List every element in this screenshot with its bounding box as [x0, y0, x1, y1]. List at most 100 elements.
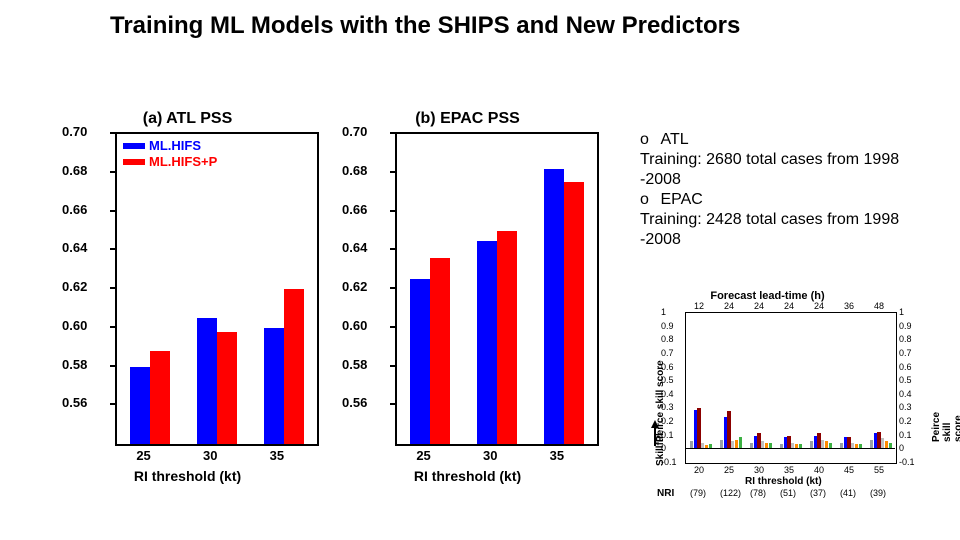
mini-ytick: 1	[661, 307, 666, 317]
ytick: 0.66	[62, 202, 87, 217]
ytick: 0.58	[62, 357, 87, 372]
mini-skillful-label: Skillful	[655, 434, 666, 467]
mini-xtick: 20	[694, 465, 704, 475]
bullet-icon: o	[640, 190, 656, 210]
panel-a-plot	[115, 132, 319, 446]
panel-a-title: (a) ATL PSS	[60, 110, 315, 128]
mini-nri-value: (41)	[840, 488, 856, 498]
mini-ytick: 0.1	[899, 430, 912, 440]
panel-a-xlabel: RI threshold (kt)	[60, 468, 315, 484]
ytick: 0.70	[62, 124, 87, 139]
bar	[284, 289, 304, 444]
ytick: 0.62	[62, 279, 87, 294]
xtick: 30	[203, 448, 217, 463]
legend-swatch	[123, 143, 145, 149]
notes-block: o ATL Training: 2680 total cases from 19…	[640, 130, 940, 250]
mini-top-tick: 24	[724, 301, 734, 311]
panel-b-plot	[395, 132, 599, 446]
bar	[410, 279, 430, 444]
mini-top-tick: 24	[814, 301, 824, 311]
mini-ytick: 0.9	[899, 321, 912, 331]
ytick: 0.64	[342, 240, 367, 255]
panel-b: (b) EPAC PSS RI threshold (kt) 0.560.580…	[340, 110, 615, 128]
notes-epac-head: EPAC	[660, 191, 702, 208]
mini-ytick: 0.4	[899, 389, 912, 399]
panel-b-xlabel: RI threshold (kt)	[340, 468, 595, 484]
mini-ytick: 0.9	[661, 321, 674, 331]
ytick: 0.56	[62, 395, 87, 410]
mini-plot	[685, 312, 897, 464]
main-area: (a) ATL PSS ML.HIFSML.HIFS+P RI threshol…	[0, 40, 960, 540]
mini-nri-value: (37)	[810, 488, 826, 498]
mini-ytick: 0.2	[899, 416, 912, 426]
mini-xtick: 30	[754, 465, 764, 475]
bar	[197, 318, 217, 444]
mini-ylabel-right: Peirce skill score	[931, 412, 960, 442]
ytick: 0.68	[342, 163, 367, 178]
mini-xlabel: RI threshold (kt)	[745, 476, 822, 487]
mini-top-title: Forecast lead-time (h)	[640, 290, 895, 302]
ytick: 0.70	[342, 124, 367, 139]
mini-ytick: 0.8	[899, 334, 912, 344]
mini-top-tick: 24	[754, 301, 764, 311]
mini-ytick: -0.1	[899, 457, 915, 467]
xtick: 25	[416, 448, 430, 463]
mini-nri-value: (39)	[870, 488, 886, 498]
xtick: 25	[136, 448, 150, 463]
bar	[150, 351, 170, 444]
bar	[497, 231, 517, 444]
mini-ytick: 1	[899, 307, 904, 317]
ytick: 0.68	[62, 163, 87, 178]
notes-epac-body: Training: 2428 total cases from 1998 -20…	[640, 210, 940, 250]
mini-ytick: 0.7	[899, 348, 912, 358]
mini-xtick: 35	[784, 465, 794, 475]
mini-top-tick: 24	[784, 301, 794, 311]
mini-xtick: 55	[874, 465, 884, 475]
xtick: 30	[483, 448, 497, 463]
mini-nri-value: (122)	[720, 488, 741, 498]
xtick: 35	[270, 448, 284, 463]
mini-xtick: 25	[724, 465, 734, 475]
bar	[477, 241, 497, 444]
bar	[544, 169, 564, 444]
mini-ytick: 0.7	[661, 348, 674, 358]
notes-atl-body: Training: 2680 total cases from 1998 -20…	[640, 150, 940, 190]
mini-top-tick: 36	[844, 301, 854, 311]
ytick: 0.64	[62, 240, 87, 255]
bullet-icon: o	[640, 130, 656, 150]
panel-a: (a) ATL PSS ML.HIFSML.HIFS+P RI threshol…	[60, 110, 335, 128]
mini-ytick: 0.5	[899, 375, 912, 385]
panel-b-title: (b) EPAC PSS	[340, 110, 595, 128]
bar	[130, 367, 150, 445]
mini-xtick: 45	[844, 465, 854, 475]
mini-nri-label: NRI	[657, 488, 674, 499]
ytick: 0.62	[342, 279, 367, 294]
legend: ML.HIFSML.HIFS+P	[123, 138, 217, 170]
mini-ytick: 0.6	[899, 362, 912, 372]
mini-ytick: 0.3	[899, 402, 912, 412]
bar	[264, 328, 284, 444]
bar	[217, 332, 237, 444]
page-title: Training ML Models with the SHIPS and Ne…	[0, 0, 960, 40]
mini-ylabel-left: Peirce skill score	[655, 360, 666, 442]
mini-chart: Forecast lead-time (h) 12242424243648-0.…	[640, 290, 945, 302]
ytick: 0.56	[342, 395, 367, 410]
mini-nri-value: (78)	[750, 488, 766, 498]
mini-nri-value: (51)	[780, 488, 796, 498]
mini-nri-value: (79)	[690, 488, 706, 498]
xtick: 35	[550, 448, 564, 463]
bar	[430, 258, 450, 444]
mini-ytick: 0.8	[661, 334, 674, 344]
ytick: 0.60	[62, 318, 87, 333]
legend-swatch	[123, 159, 145, 165]
notes-atl-head: ATL	[660, 131, 688, 148]
mini-top-tick: 48	[874, 301, 884, 311]
bar	[564, 182, 584, 444]
ytick: 0.66	[342, 202, 367, 217]
legend-label: ML.HIFS	[149, 138, 201, 154]
ytick: 0.60	[342, 318, 367, 333]
mini-ytick: 0	[899, 443, 904, 453]
mini-xtick: 40	[814, 465, 824, 475]
legend-label: ML.HIFS+P	[149, 154, 217, 170]
mini-top-tick: 12	[694, 301, 704, 311]
